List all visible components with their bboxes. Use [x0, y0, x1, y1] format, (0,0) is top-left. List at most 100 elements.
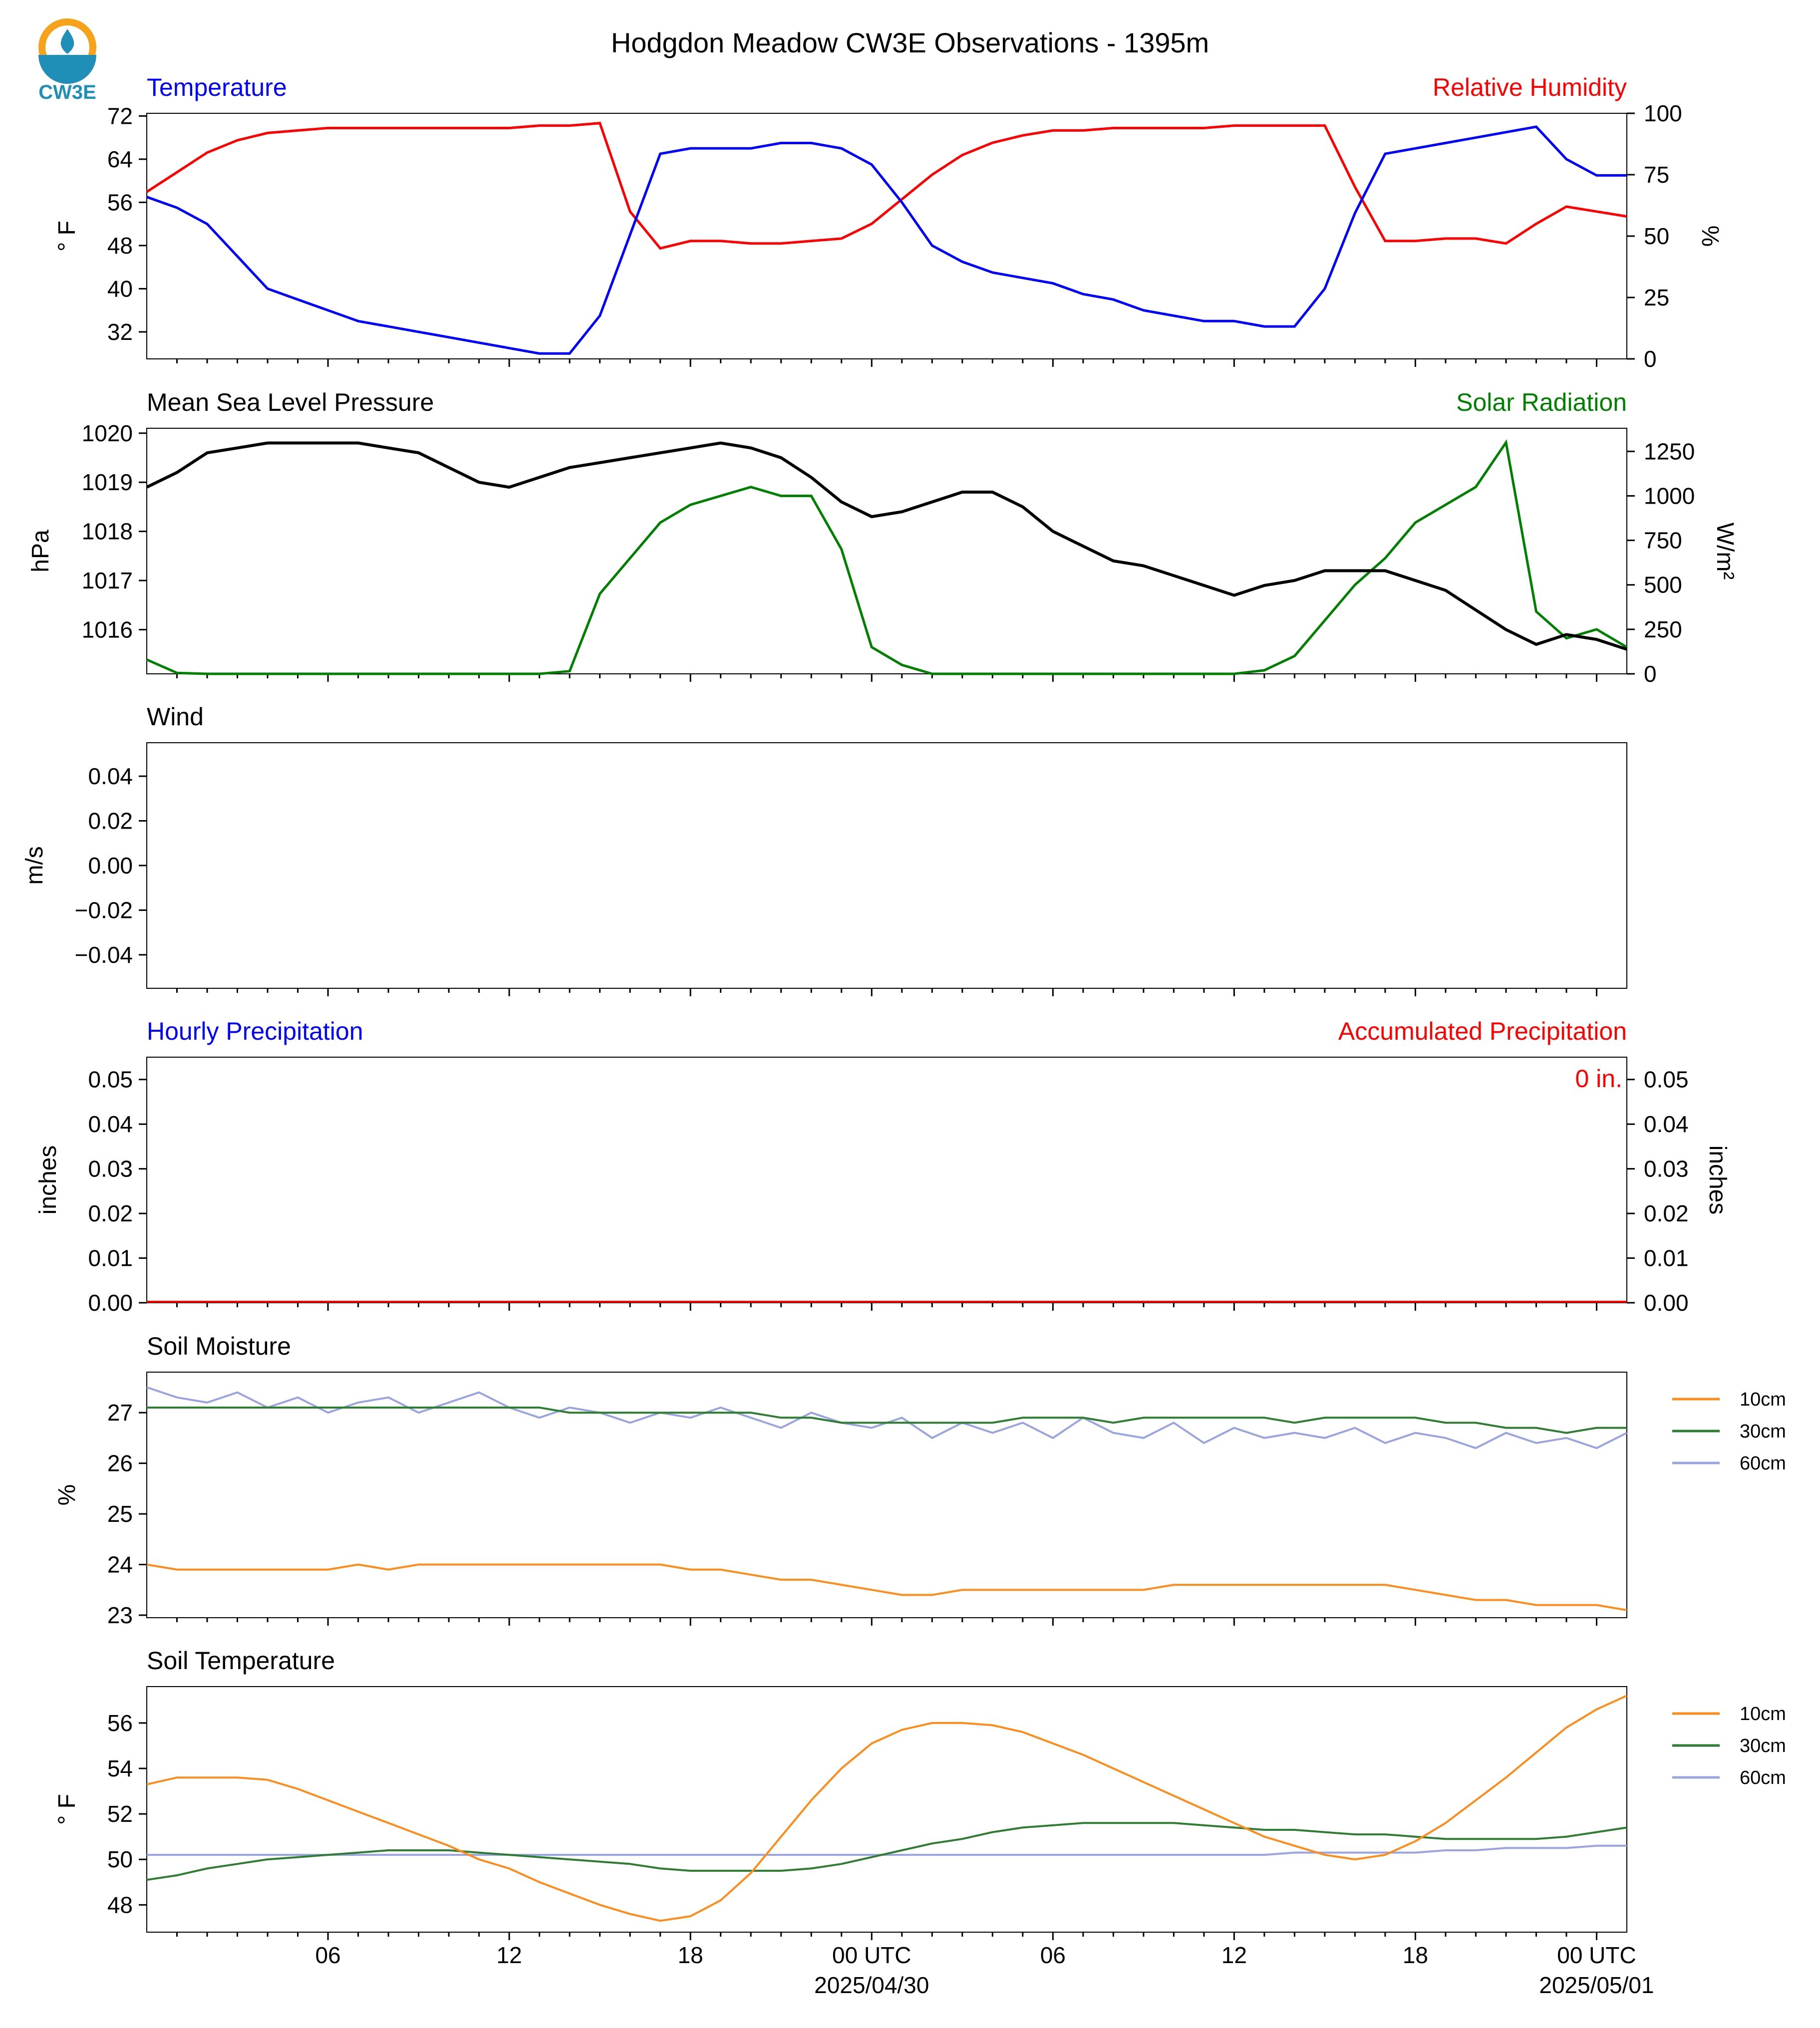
ylabel-hourly-precip: inches — [35, 1146, 61, 1215]
solar-tick-label-1: 250 — [1644, 616, 1682, 642]
series-line-solar-radiation — [146, 439, 1628, 675]
solar-tick-label-4: 1000 — [1644, 483, 1695, 509]
pressure-tick-label-3: 1019 — [82, 469, 133, 495]
chart-title: Hodgdon Meadow CW3E Observations - 1395m — [611, 27, 1209, 58]
panel-title-solar: Solar Radiation — [1456, 388, 1627, 416]
soil-moisture-tick-label-3: 26 — [107, 1450, 133, 1476]
solar-tick-label-5: 1250 — [1644, 438, 1695, 464]
x-tick-label-4: 06 — [1040, 1942, 1066, 1968]
precip-accum-tick-label-3: 0.03 — [1644, 1156, 1689, 1182]
legend-label-st-60: 60cm — [1740, 1767, 1786, 1788]
soil-temp-tick-label-0: 48 — [107, 1892, 133, 1918]
legend-label-sm-10: 10cm — [1740, 1389, 1786, 1410]
rh-tick-label-1: 25 — [1644, 285, 1669, 310]
series-line-soil-moisture-30cm — [147, 1407, 1627, 1434]
soil-moisture-tick-label-1: 24 — [107, 1551, 133, 1577]
precip-hourly-tick-label-2: 0.02 — [88, 1200, 133, 1226]
wind-tick-label-0: −0.04 — [75, 942, 133, 968]
panel-soil-temp: Soil Temperature ° F 48 50 52 54 56 10cm 30c… — [54, 1647, 1786, 1940]
precip-accum-tick-label-4: 0.04 — [1644, 1111, 1689, 1137]
soil-temp-tick-label-2: 52 — [107, 1801, 133, 1827]
accum-precip-total: 0 in. — [1575, 1065, 1622, 1093]
panel-frame-soil-temp — [146, 1686, 1627, 1933]
x-tick-label-3: 00 UTC — [832, 1942, 911, 1968]
pressure-tick-label-1: 1017 — [82, 568, 133, 593]
wind-tick-label-3: 0.02 — [88, 808, 133, 834]
temp-tick-label-3: 56 — [107, 189, 133, 215]
panel-title-soil-temp: Soil Temperature — [147, 1647, 335, 1675]
temp-tick-label-0: 32 — [107, 319, 133, 345]
panel-temp-rh: Temperature Relative Humidity ° F % 32 40… — [54, 73, 1723, 372]
x-tick-label-0: 06 — [315, 1942, 340, 1968]
ylabel-soil-temp: ° F — [54, 1794, 80, 1825]
ylabel-wind: m/s — [21, 846, 48, 884]
precip-accum-tick-label-0: 0.00 — [1644, 1290, 1689, 1316]
soil-moisture-tick-label-2: 25 — [107, 1501, 133, 1527]
rh-tick-label-4: 100 — [1644, 100, 1682, 126]
temp-tick-label-5: 72 — [107, 103, 133, 129]
temp-tick-label-4: 64 — [107, 146, 133, 172]
series-line-soil-temp-60cm — [147, 1844, 1627, 1856]
rh-tick-label-0: 0 — [1644, 346, 1657, 372]
precip-hourly-tick-label-4: 0.04 — [88, 1111, 133, 1137]
precip-accum-tick-label-1: 0.01 — [1644, 1245, 1689, 1271]
series-line-temperature — [146, 125, 1627, 355]
legend-label-st-10: 10cm — [1740, 1704, 1786, 1725]
legend-soil-moisture: 10cm 30cm 60cm — [1672, 1389, 1786, 1474]
x-tick-label-5: 12 — [1221, 1942, 1247, 1968]
wind-tick-label-2: 0.00 — [88, 853, 133, 878]
panel-wind: Wind m/s −0.04 −0.02 0.00 0.02 0.04 — [21, 703, 1627, 996]
x-tick-label-7: 00 UTC — [1557, 1942, 1636, 1968]
logo-text: CW3E — [38, 81, 96, 103]
panel-title-soil-moisture: Soil Moisture — [147, 1332, 291, 1360]
precip-accum-tick-label-5: 0.05 — [1644, 1067, 1689, 1093]
panel-title-rh: Relative Humidity — [1433, 73, 1627, 101]
temp-tick-label-1: 40 — [107, 276, 133, 301]
panel-precip: Hourly Precipitation Accumulated Precipi… — [35, 1017, 1731, 1316]
legend-soil-temp: 10cm 30cm 60cm — [1672, 1704, 1786, 1788]
x-tick-label-6: 18 — [1403, 1942, 1428, 1968]
x-tick-label-1: 12 — [497, 1942, 522, 1968]
series-line-soil-moisture-10cm — [146, 1563, 1627, 1611]
cw3e-logo-icon — [38, 18, 96, 84]
panel-title-temperature: Temperature — [147, 73, 287, 101]
x-date-label-0: 2025/04/30 — [814, 1972, 929, 1998]
legend-label-sm-30: 30cm — [1740, 1421, 1786, 1442]
panel-title-hourly-precip: Hourly Precipitation — [147, 1017, 363, 1045]
soil-temp-tick-label-1: 50 — [107, 1846, 133, 1872]
wind-tick-label-1: −0.02 — [75, 897, 133, 923]
ylabel-solar: W/m² — [1712, 523, 1738, 580]
panel-title-accum-precip: Accumulated Precipitation — [1338, 1017, 1627, 1045]
ylabel-rh: % — [1697, 226, 1723, 247]
x-date-label-1: 2025/05/01 — [1539, 1972, 1654, 1998]
series-line-soil-temp-10cm — [146, 1695, 1627, 1922]
ylabel-accum-precip: inches — [1704, 1146, 1731, 1215]
legend-label-sm-60: 60cm — [1740, 1453, 1786, 1474]
soil-temp-tick-label-3: 54 — [107, 1755, 133, 1781]
solar-tick-label-2: 500 — [1644, 572, 1682, 598]
pressure-tick-label-2: 1018 — [82, 519, 133, 545]
rh-tick-label-2: 50 — [1644, 223, 1669, 249]
solar-tick-label-0: 0 — [1644, 661, 1657, 687]
precip-hourly-tick-label-5: 0.05 — [88, 1067, 133, 1093]
series-line-relative-humidity — [146, 122, 1627, 250]
series-line-soil-temp-30cm — [146, 1822, 1627, 1881]
pressure-tick-label-0: 1016 — [82, 616, 133, 642]
pressure-tick-label-4: 1020 — [82, 420, 133, 446]
ylabel-pressure: hPa — [27, 530, 54, 573]
panel-pressure-solar: Mean Sea Level Pressure Solar Radiation … — [27, 388, 1738, 687]
legend-label-st-30: 30cm — [1740, 1736, 1786, 1756]
precip-hourly-tick-label-1: 0.01 — [88, 1245, 133, 1271]
panel-soil-moisture: Soil Moisture % 23 24 25 26 27 10cm 30cm 60c… — [54, 1332, 1786, 1628]
solar-tick-label-3: 750 — [1644, 528, 1682, 554]
series-line-pressure — [146, 441, 1627, 651]
precip-hourly-tick-label-3: 0.03 — [88, 1156, 133, 1182]
soil-moisture-tick-label-4: 27 — [107, 1400, 133, 1426]
soil-moisture-tick-label-0: 23 — [107, 1602, 133, 1628]
ylabel-temperature: ° F — [54, 221, 80, 252]
panel-frame-pressure-solar — [146, 428, 1627, 674]
temp-tick-label-2: 48 — [107, 233, 133, 259]
soil-temp-tick-label-4: 56 — [107, 1710, 133, 1736]
